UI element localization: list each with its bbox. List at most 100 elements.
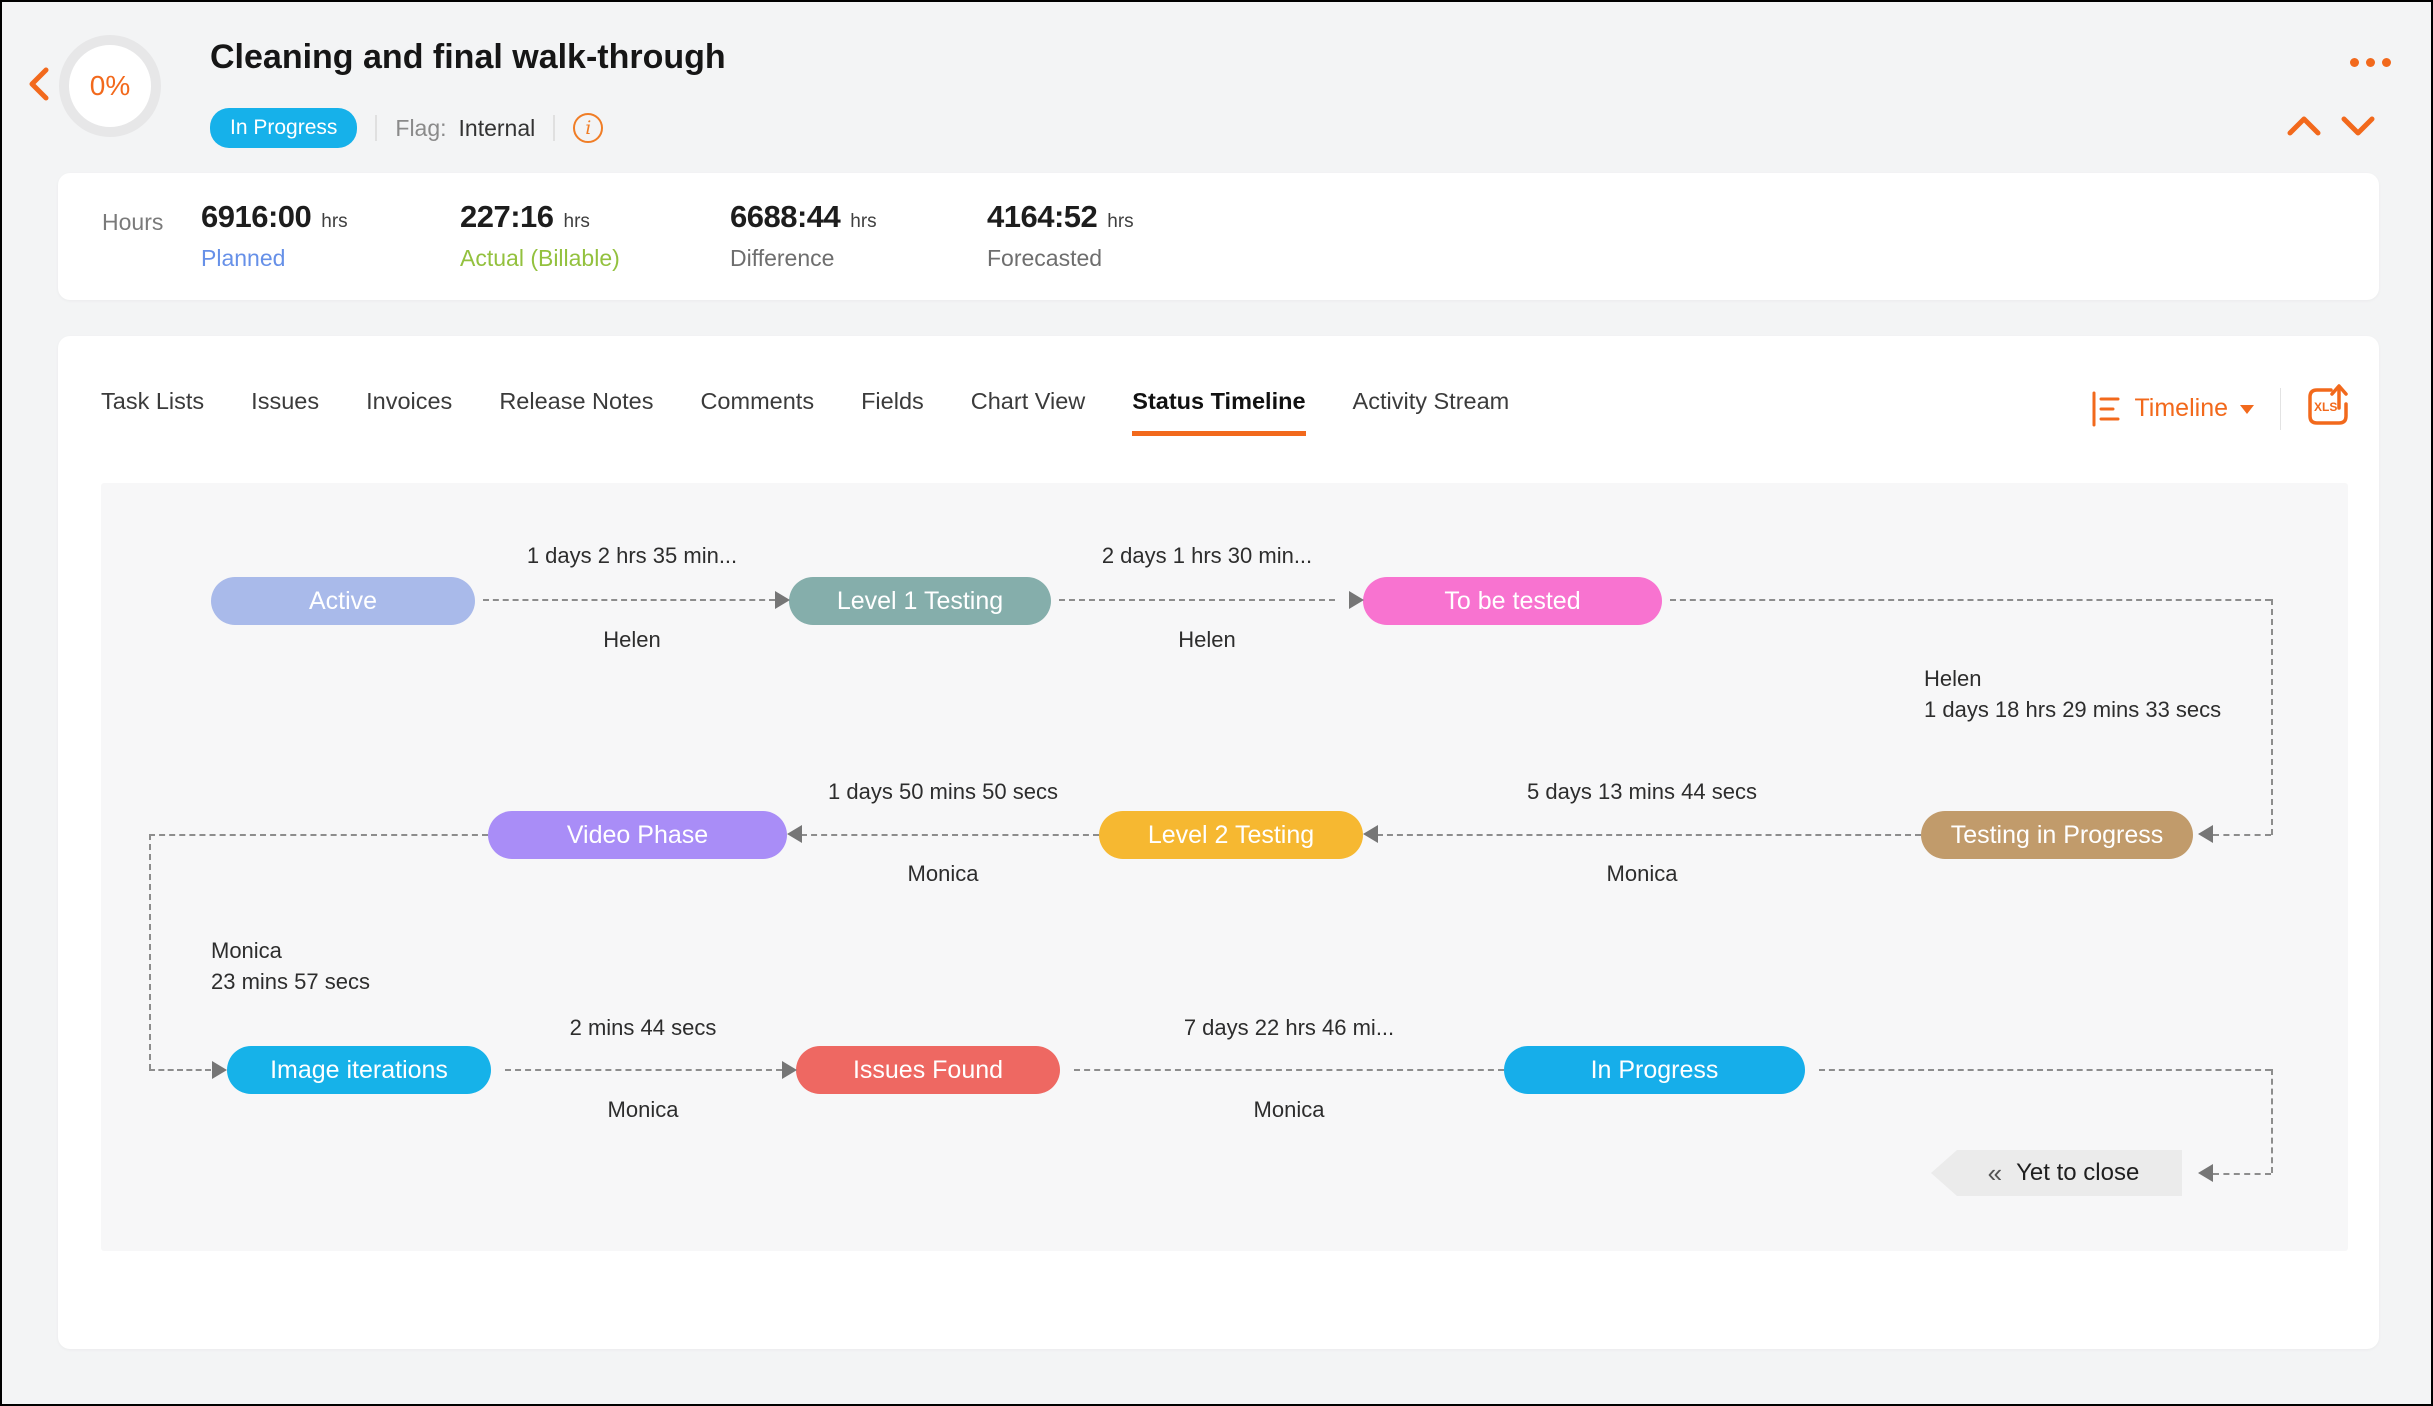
hours-label: Hours <box>102 209 164 235</box>
metric-unit: hrs <box>850 211 877 232</box>
divider <box>2280 387 2281 430</box>
metric-value: 227:16 <box>460 199 554 234</box>
divider <box>375 115 378 141</box>
connector-line <box>801 834 1099 836</box>
edge-user: Monica <box>211 938 282 963</box>
metric-unit: hrs <box>321 211 348 232</box>
metric-sublabel: Forecasted <box>987 245 1103 271</box>
chevron-down-icon <box>2341 116 2375 136</box>
previous-item-button[interactable] <box>2286 114 2322 138</box>
chevron-up-icon <box>2287 116 2321 136</box>
connector-line <box>2213 834 2271 836</box>
connector-line <box>2271 599 2273 835</box>
metric-forecasted: 4164:52 hrs Forecasted <box>987 199 1134 272</box>
tab-issues[interactable]: Issues <box>251 388 320 414</box>
connector-line <box>1670 599 2271 601</box>
hours-summary-card: Hours 6916:00 hrs Planned 227:16 hrs Actua… <box>58 173 2379 300</box>
status-node-label: Yet to close <box>2016 1159 2140 1186</box>
double-chevron-left-icon: « <box>1987 1157 2003 1188</box>
metric-value: 6688:44 <box>730 199 841 234</box>
edge-user: Monica <box>607 1097 679 1122</box>
dot-icon <box>2350 58 2359 67</box>
status-badge[interactable]: In Progress <box>210 108 358 148</box>
view-controls: Timeline XLS <box>2090 382 2351 435</box>
metric-actual: 227:16 hrs Actual (Billable) <box>460 199 620 272</box>
connector-line <box>483 599 775 601</box>
svg-text:XLS: XLS <box>2314 400 2337 414</box>
status-node-in-progress: In Progress <box>1504 1046 1805 1094</box>
status-node-issues-found: Issues Found <box>796 1046 1060 1094</box>
edge-duration: 1 days 2 hrs 35 min... <box>526 543 738 568</box>
title-meta-row: In Progress Flag: Internal i <box>210 108 604 148</box>
xls-export-icon: XLS <box>2308 384 2348 425</box>
edge-user: Monica <box>1606 861 1678 886</box>
connector-line <box>149 834 151 1070</box>
connector-line <box>1074 1069 1504 1071</box>
edge-label-block: Helen 1 days 18 hrs 29 mins 33 secs <box>1924 663 2221 725</box>
status-node-level-2-testing: Level 2 Testing <box>1099 811 1363 859</box>
edge-user: Monica <box>1253 1097 1325 1122</box>
status-node-yet-to-close: « Yet to close <box>1931 1150 2182 1196</box>
connector-line <box>1819 1069 2271 1071</box>
metric-sublabel: Actual (Billable) <box>460 245 620 271</box>
metric-sublabel: Planned <box>201 245 286 271</box>
edge-user: Helen <box>603 627 661 652</box>
metric-difference: 6688:44 hrs Difference <box>730 199 877 272</box>
arrowhead-left-icon <box>2198 825 2213 843</box>
connector-line <box>505 1069 782 1071</box>
tab-status-timeline[interactable]: Status Timeline <box>1132 388 1306 436</box>
arrowhead-right-icon <box>1349 591 1364 609</box>
next-item-button[interactable] <box>2340 114 2376 138</box>
connector-line <box>1377 834 1921 836</box>
metric-unit: hrs <box>563 211 590 232</box>
progress-value: 0% <box>89 70 131 101</box>
status-node-testing-in-progress: Testing in Progress <box>1921 811 2193 859</box>
tab-chart-view[interactable]: Chart View <box>970 388 1086 414</box>
dot-icon <box>2382 58 2391 67</box>
progress-ring: 0% <box>59 35 161 137</box>
status-node-to-be-tested: To be tested <box>1363 577 1662 625</box>
edge-user: Monica <box>907 861 979 886</box>
timeline-list-icon <box>2092 391 2120 426</box>
metric-value: 4164:52 <box>987 199 1098 234</box>
status-node-active: Active <box>211 577 475 625</box>
flag-value: Internal <box>458 114 536 141</box>
status-node-video-phase: Video Phase <box>488 811 787 859</box>
metric-sublabel: Difference <box>730 245 835 271</box>
detail-card: Task Lists Issues Invoices Release Notes… <box>58 336 2379 1349</box>
arrowhead-left-icon <box>1363 825 1378 843</box>
edge-duration: 7 days 22 hrs 46 mi... <box>1183 1015 1395 1040</box>
tab-invoices[interactable]: Invoices <box>366 388 453 414</box>
status-node-image-iterations: Image iterations <box>227 1046 491 1094</box>
tab-task-lists[interactable]: Task Lists <box>101 388 205 414</box>
status-node-level-1-testing: Level 1 Testing <box>789 577 1051 625</box>
metric-planned: 6916:00 hrs Planned <box>201 199 348 272</box>
tab-activity-stream[interactable]: Activity Stream <box>1352 388 1510 414</box>
tab-comments[interactable]: Comments <box>700 388 815 414</box>
chevron-left-icon <box>29 67 49 101</box>
page-title: Cleaning and final walk-through <box>210 38 726 76</box>
info-icon[interactable]: i <box>573 113 604 143</box>
tab-bar: Task Lists Issues Invoices Release Notes… <box>101 388 1509 436</box>
edge-duration: 1 days 50 mins 50 secs <box>828 779 1058 804</box>
connector-line <box>2213 1173 2271 1175</box>
flag-label: Flag: <box>395 114 447 141</box>
edge-user: Helen <box>1178 627 1236 652</box>
edge-duration: 5 days 13 mins 44 secs <box>1527 779 1757 804</box>
dot-icon <box>2366 58 2375 67</box>
back-button[interactable] <box>22 62 56 106</box>
tab-release-notes[interactable]: Release Notes <box>499 388 654 414</box>
timeline-view-button[interactable]: Timeline <box>2090 391 2256 427</box>
connector-line <box>149 834 488 836</box>
tab-fields[interactable]: Fields <box>861 388 924 414</box>
view-selector-label: Timeline <box>2134 394 2228 422</box>
more-options-button[interactable] <box>2350 58 2391 67</box>
edge-duration: 2 mins 44 secs <box>569 1015 717 1040</box>
arrowhead-right-icon <box>782 1061 797 1079</box>
caret-down-icon <box>2240 404 2254 414</box>
edge-label-block: Monica 23 mins 57 secs <box>211 935 370 997</box>
arrowhead-left-icon <box>787 825 802 843</box>
status-timeline-panel: Active Level 1 Testing To be tested Vide… <box>101 483 2348 1251</box>
export-xls-button[interactable]: XLS <box>2305 382 2351 435</box>
